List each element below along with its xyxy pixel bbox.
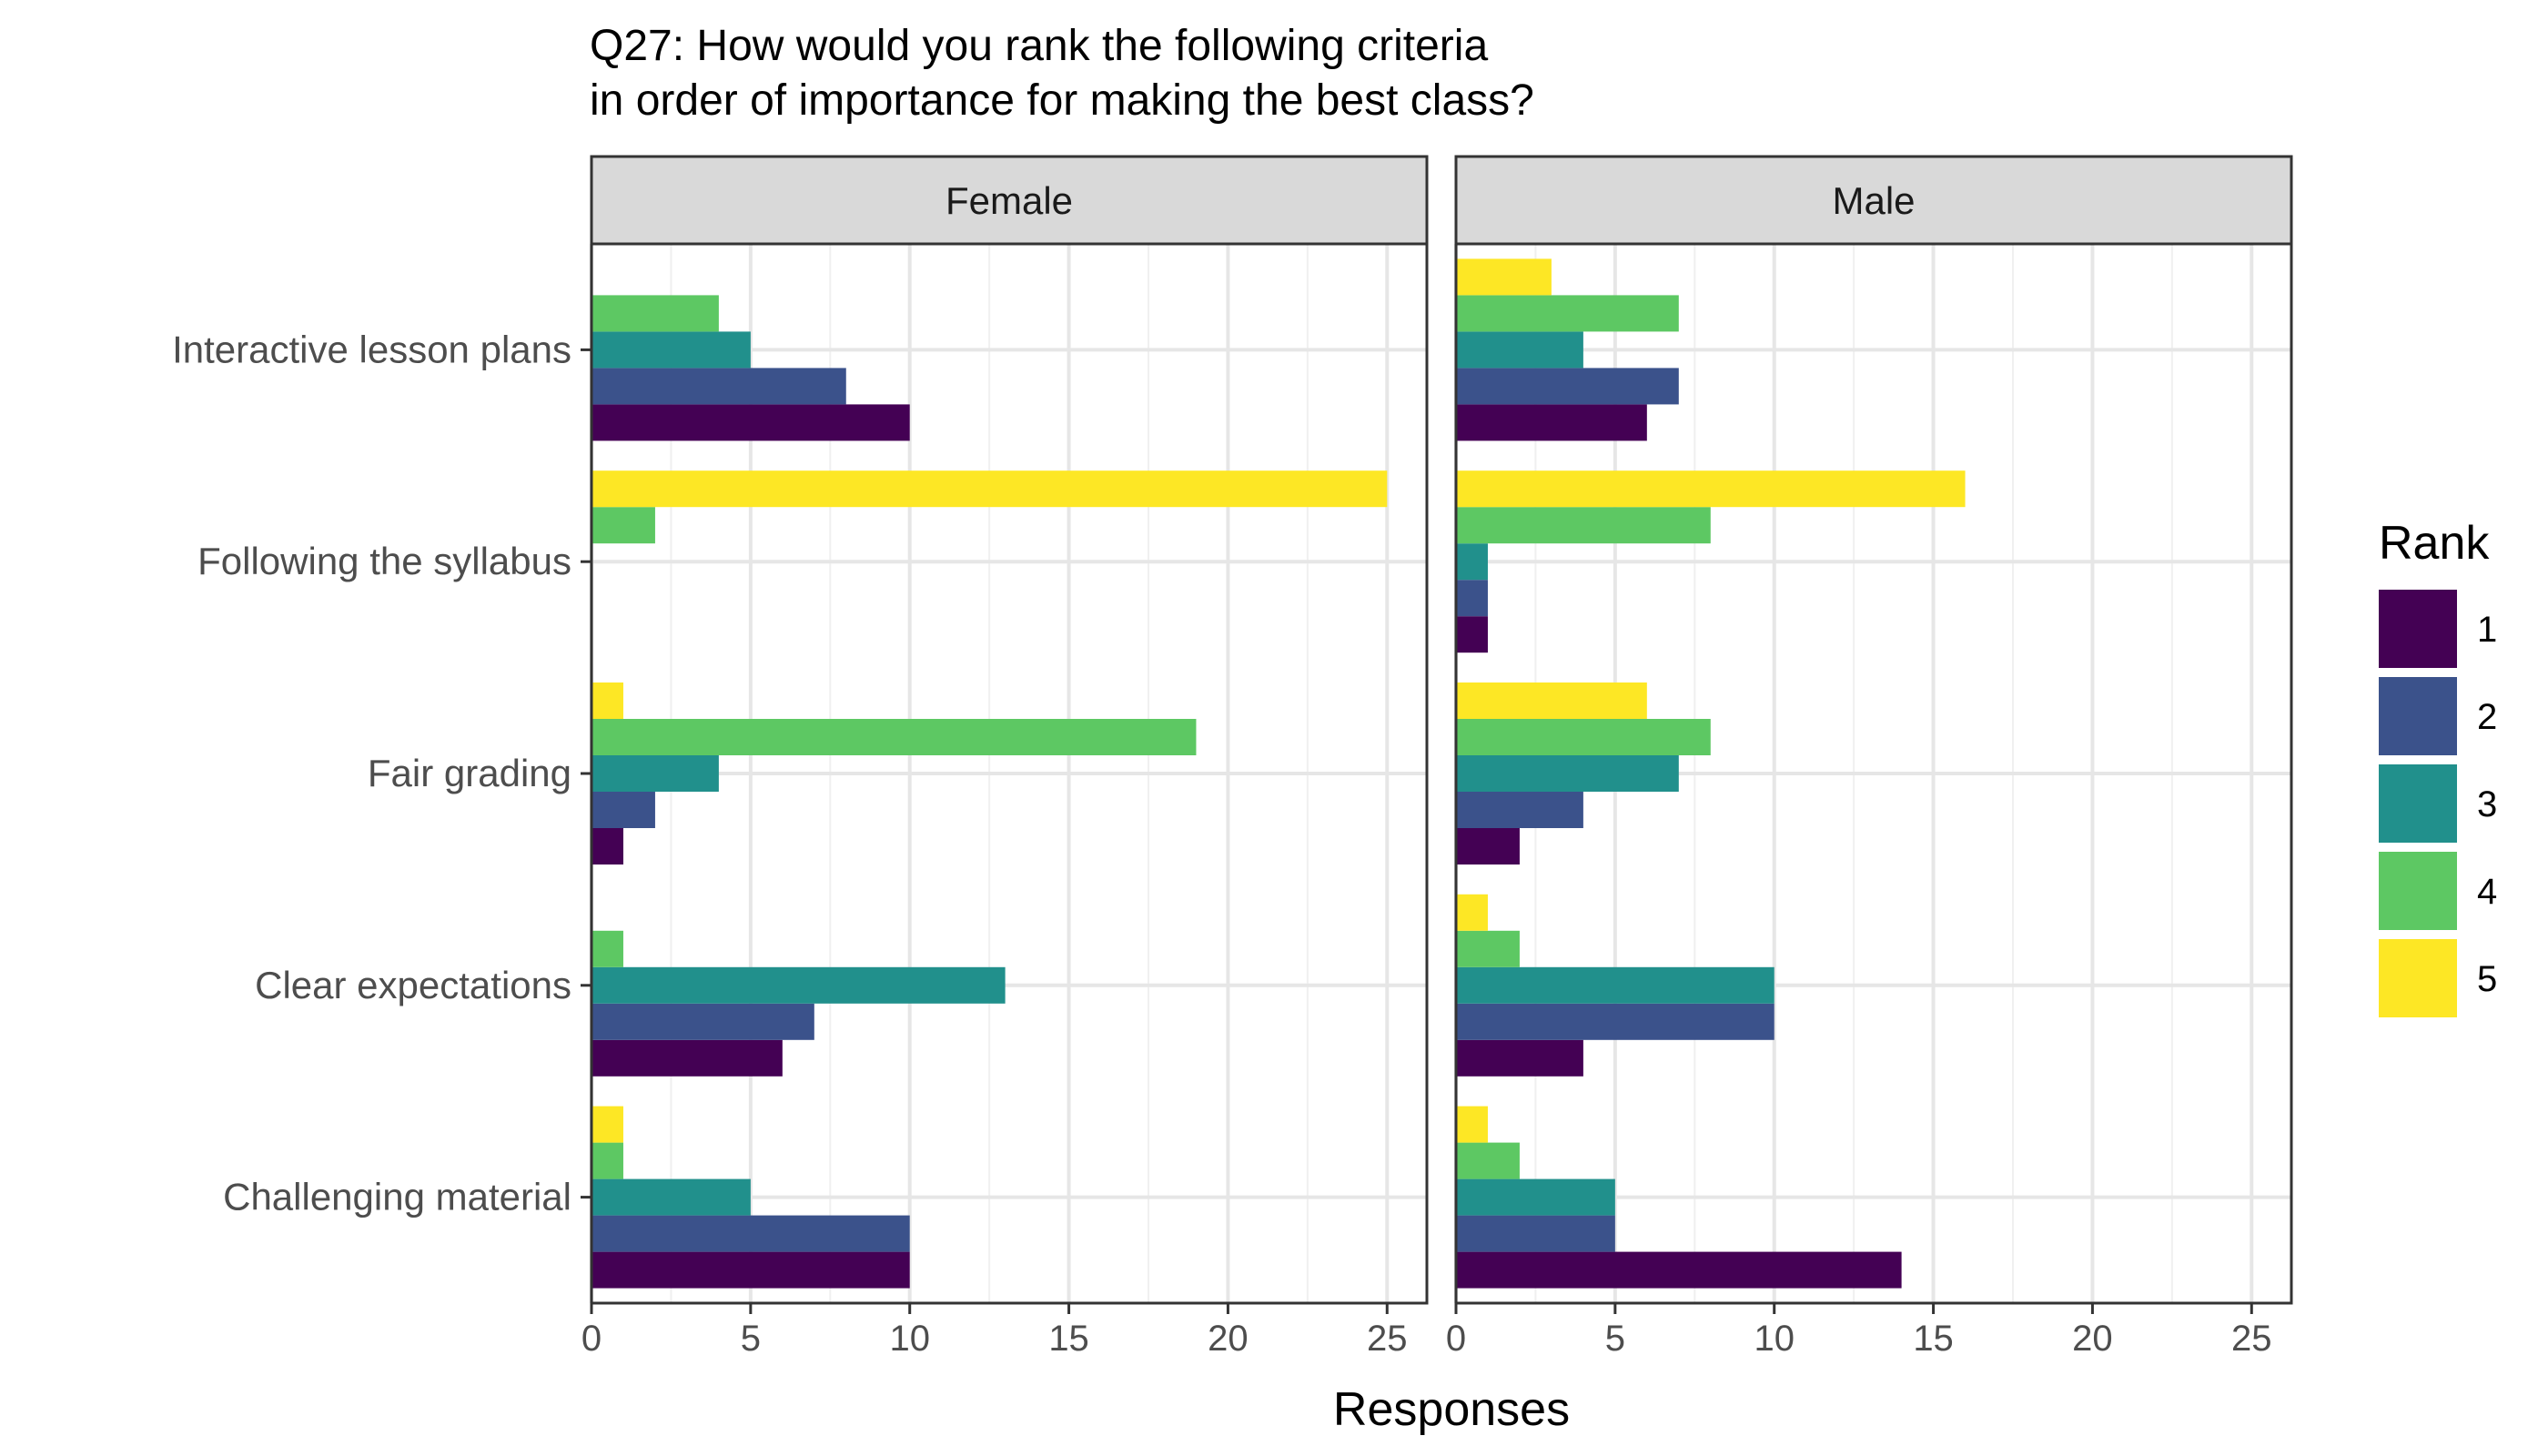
- legend-key-rank-1: [2379, 590, 2457, 668]
- bar-female-rank-2-cat-2: [592, 792, 655, 828]
- legend-key-rank-4: [2379, 852, 2457, 930]
- bar-male-rank-4-cat-2: [1456, 719, 1711, 755]
- bar-male-rank-2-cat-1: [1456, 580, 1488, 617]
- bar-male-rank-4-cat-0: [1456, 295, 1679, 332]
- bar-male-rank-5-cat-3: [1456, 894, 1488, 931]
- x-tick-label: 0: [581, 1319, 602, 1359]
- x-axis-label: Responses: [1333, 1383, 1570, 1436]
- bar-male-rank-2-cat-3: [1456, 1003, 1774, 1040]
- x-tick-label: 5: [741, 1319, 761, 1359]
- x-tick-label: 20: [2072, 1319, 2113, 1359]
- legend-label: 2: [2477, 697, 2497, 737]
- y-tick-label: Interactive lesson plans: [172, 328, 571, 370]
- bar-male-rank-3-cat-4: [1456, 1178, 1615, 1216]
- chart-panels: Female 0 5 10 15 20 25 Male 0 5 10 15 20 25: [581, 155, 2293, 1359]
- x-tick-label: 15: [1913, 1319, 1954, 1359]
- bar-male-rank-4-cat-3: [1456, 930, 1520, 967]
- bar-male-rank-1-cat-0: [1456, 404, 1647, 441]
- bar-female-rank-1-cat-2: [592, 828, 623, 864]
- bar-male-rank-1-cat-4: [1456, 1251, 1902, 1289]
- bar-female-rank-2-cat-0: [592, 368, 846, 405]
- bar-female-rank-1-cat-3: [592, 1039, 783, 1077]
- bar-female-rank-4-cat-3: [592, 930, 623, 967]
- facet-strip: [590, 155, 1429, 246]
- chart-title: Q27: How would you rank the following cr…: [590, 22, 1534, 125]
- x-tick-label: 20: [1208, 1319, 1249, 1359]
- legend-label: 3: [2477, 784, 2497, 824]
- bar-male-rank-1-cat-2: [1456, 828, 1520, 864]
- facet-panel-male: Male 0 5 10 15 20 25: [1446, 155, 2293, 1359]
- bar-female-rank-4-cat-1: [592, 507, 655, 544]
- bar-female-rank-3-cat-4: [592, 1178, 751, 1216]
- bar-female-rank-1-cat-0: [592, 404, 910, 441]
- bar-male-rank-3-cat-2: [1456, 755, 1679, 792]
- bar-male-rank-1-cat-1: [1456, 616, 1488, 653]
- bar-male-rank-3-cat-0: [1456, 331, 1583, 369]
- bar-female-rank-1-cat-4: [592, 1251, 910, 1289]
- bar-male-rank-2-cat-4: [1456, 1215, 1615, 1252]
- x-tick-label: 15: [1048, 1319, 1089, 1359]
- facet-strip: [1454, 155, 2293, 246]
- bar-male-rank-2-cat-0: [1456, 368, 1679, 405]
- bar-female-rank-4-cat-4: [592, 1142, 623, 1179]
- facet-panel-female: Female 0 5 10 15 20 25: [581, 155, 1429, 1359]
- bar-female-rank-4-cat-0: [592, 295, 719, 332]
- bar-male-rank-5-cat-1: [1456, 470, 1966, 508]
- facet-strip-label: Female: [945, 179, 1073, 222]
- bar-female-rank-2-cat-4: [592, 1215, 910, 1252]
- bar-male-rank-2-cat-2: [1456, 792, 1583, 828]
- x-tick-label: 5: [1605, 1319, 1625, 1359]
- bar-male-rank-5-cat-0: [1456, 258, 1552, 296]
- bar-female-rank-4-cat-2: [592, 719, 1197, 755]
- bar-female-rank-3-cat-2: [592, 755, 719, 792]
- x-tick-label: 10: [1754, 1319, 1795, 1359]
- facet-strip-label: Male: [1832, 179, 1915, 222]
- bar-female-rank-2-cat-3: [592, 1003, 814, 1040]
- y-tick-label: Fair grading: [368, 752, 571, 794]
- bar-female-rank-3-cat-3: [592, 966, 1006, 1004]
- y-tick-label: Clear expectations: [255, 964, 571, 1006]
- x-tick-label: 0: [1446, 1319, 1466, 1359]
- bar-female-rank-5-cat-2: [592, 682, 623, 719]
- legend-label: 1: [2477, 610, 2497, 650]
- y-tick-label: Challenging material: [223, 1176, 571, 1218]
- x-tick-label: 25: [2231, 1319, 2272, 1359]
- legend: Rank 1 2 3 4 5: [2379, 517, 2497, 1017]
- legend-title: Rank: [2379, 517, 2490, 570]
- bar-male-rank-5-cat-2: [1456, 682, 1647, 719]
- y-axis: Interactive lesson plans Following the sy…: [172, 328, 592, 1218]
- bar-male-rank-4-cat-4: [1456, 1142, 1520, 1179]
- legend-key-rank-5: [2379, 939, 2457, 1017]
- legend-key-rank-2: [2379, 677, 2457, 755]
- y-tick-label: Following the syllabus: [197, 540, 571, 582]
- bar-female-rank-5-cat-1: [592, 470, 1388, 508]
- x-tick-label: 25: [1367, 1319, 1408, 1359]
- bar-male-rank-3-cat-3: [1456, 966, 1774, 1004]
- x-tick-label: 10: [889, 1319, 930, 1359]
- legend-label: 4: [2477, 872, 2497, 912]
- bar-male-rank-4-cat-1: [1456, 507, 1711, 544]
- bar-male-rank-1-cat-3: [1456, 1039, 1583, 1077]
- chart-title-line: Q27: How would you rank the following cr…: [590, 22, 1488, 70]
- chart-title-line: in order of importance for making the be…: [590, 76, 1534, 125]
- bar-female-rank-5-cat-4: [592, 1106, 623, 1143]
- legend-key-rank-3: [2379, 764, 2457, 843]
- legend-label: 5: [2477, 959, 2497, 999]
- bar-male-rank-3-cat-1: [1456, 543, 1488, 581]
- bar-male-rank-5-cat-4: [1456, 1106, 1488, 1143]
- bar-female-rank-3-cat-0: [592, 331, 751, 369]
